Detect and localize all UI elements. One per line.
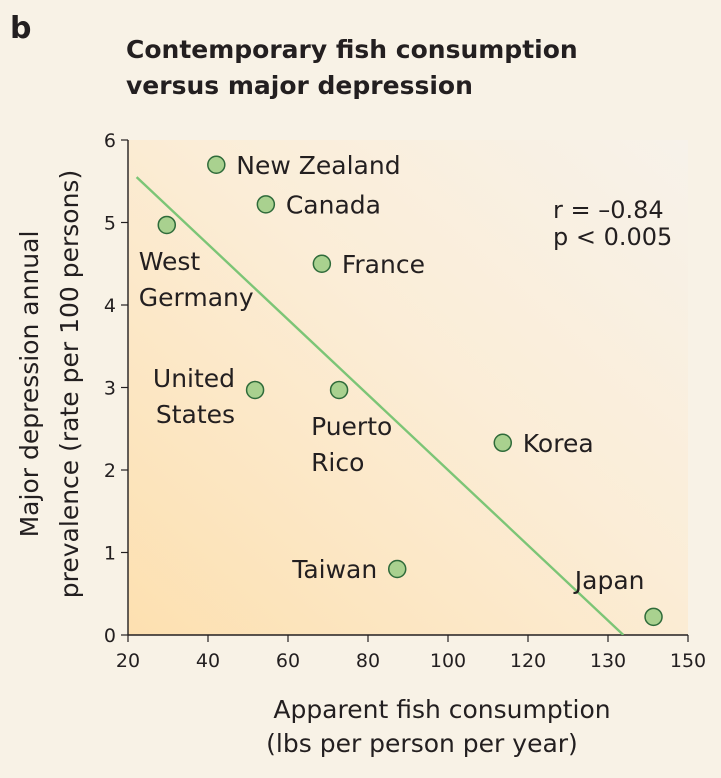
point-labels: New Zealand Canada West Germany France United… bbox=[139, 151, 645, 595]
panel-letter: b bbox=[10, 11, 31, 46]
data-point bbox=[493, 433, 513, 453]
point-label: Rico bbox=[311, 448, 364, 477]
chart-title-line-2: versus major depression bbox=[126, 71, 473, 100]
y-tick-label: 1 bbox=[104, 543, 116, 565]
x-tick-label: 40 bbox=[196, 650, 220, 672]
point-label: New Zealand bbox=[236, 151, 400, 180]
trendline-group bbox=[135, 176, 625, 635]
point-label: Puerto bbox=[311, 412, 392, 441]
x-tick-label: 20 bbox=[116, 650, 140, 672]
y-tick-label: 4 bbox=[104, 295, 116, 317]
data-point bbox=[207, 155, 226, 174]
data-point bbox=[387, 559, 407, 579]
point-label: Taiwan bbox=[291, 555, 377, 584]
point-label: States bbox=[156, 400, 235, 429]
x-axis-label-line-1: Apparent fish consumption bbox=[273, 695, 610, 724]
y-tick-label: 2 bbox=[104, 460, 116, 482]
data-point bbox=[157, 215, 177, 235]
data-point bbox=[312, 254, 332, 273]
point-label: Canada bbox=[286, 190, 381, 219]
p-value-annotation: p < 0.005 bbox=[553, 223, 672, 251]
data-point bbox=[256, 195, 276, 214]
x-tick-label: 130 bbox=[590, 650, 626, 672]
y-tick-label: 5 bbox=[104, 213, 116, 235]
y-axis-label-line-2: prevalence (rate per 100 persons) bbox=[55, 170, 84, 598]
point-label: Germany bbox=[139, 283, 254, 312]
data-point bbox=[245, 380, 265, 400]
point-label: France bbox=[342, 250, 425, 279]
x-tick-label: 100 bbox=[430, 650, 466, 672]
x-tick-label: 120 bbox=[510, 650, 546, 672]
data-point bbox=[644, 607, 663, 627]
x-tick-label: 80 bbox=[356, 650, 380, 672]
point-label: Korea bbox=[523, 429, 594, 458]
data-point bbox=[329, 380, 349, 400]
x-tick-label: 150 bbox=[670, 650, 706, 672]
x-tick-label: 60 bbox=[276, 650, 300, 672]
point-label: Japan bbox=[573, 566, 645, 595]
regression-line bbox=[135, 176, 625, 635]
x-axis-label-line-2: (lbs per person per year) bbox=[266, 729, 578, 758]
axes: 0 1 2 3 4 5 6 20 40 60 80 100 120 130 150 bbox=[104, 130, 706, 672]
y-tick-label: 6 bbox=[104, 130, 116, 152]
correlation-annotation: r = –0.84 bbox=[553, 196, 664, 224]
point-label: United bbox=[153, 364, 235, 393]
chart-title-line-1: Contemporary fish consumption bbox=[126, 35, 578, 64]
y-tick-label: 0 bbox=[104, 625, 116, 647]
y-tick-label: 3 bbox=[104, 378, 116, 400]
y-axis-label-line-1: Major depression annual bbox=[15, 231, 44, 538]
point-label: West bbox=[139, 247, 201, 276]
plot-area bbox=[128, 140, 688, 635]
data-points bbox=[157, 155, 663, 627]
